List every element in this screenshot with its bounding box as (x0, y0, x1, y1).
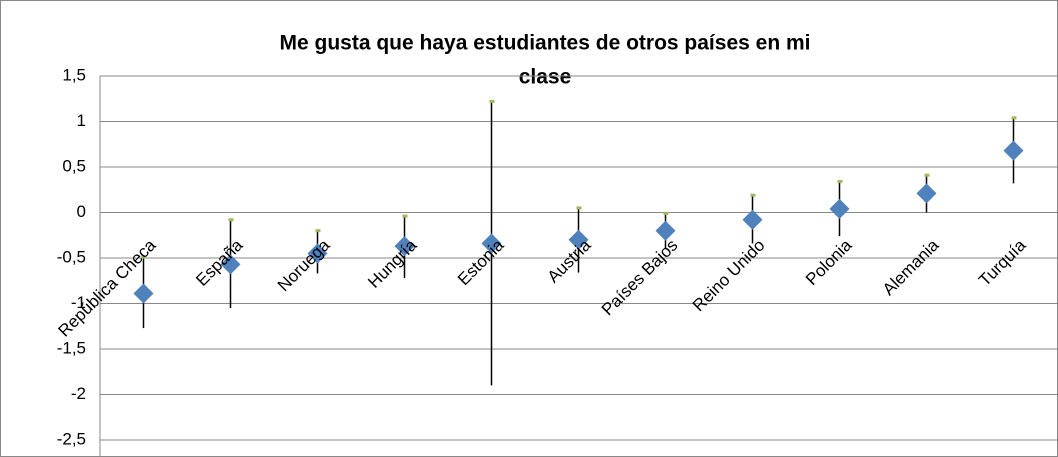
y-tick-label: -1,5 (57, 338, 86, 357)
y-tick-label: 0 (77, 202, 86, 221)
y-tick-label: -2 (71, 384, 86, 403)
point (220, 254, 241, 275)
point (568, 229, 589, 250)
point (481, 233, 502, 254)
point (1003, 140, 1024, 161)
point (655, 220, 676, 241)
chart-title: clase (519, 66, 572, 89)
y-tick-label: -1 (71, 293, 86, 312)
point (394, 236, 415, 257)
point (307, 243, 328, 264)
point (133, 283, 154, 304)
point (829, 198, 850, 219)
point (916, 183, 937, 204)
y-tick-label: -2,5 (57, 429, 86, 448)
point (742, 209, 763, 230)
y-tick-label: 1 (77, 111, 86, 130)
chart-title: Me gusta que haya estudiantes de otros p… (280, 32, 811, 55)
y-tick-label: 1,5 (62, 65, 86, 84)
y-tick-label: 0,5 (62, 156, 86, 175)
y-tick-label: -0,5 (57, 247, 86, 266)
